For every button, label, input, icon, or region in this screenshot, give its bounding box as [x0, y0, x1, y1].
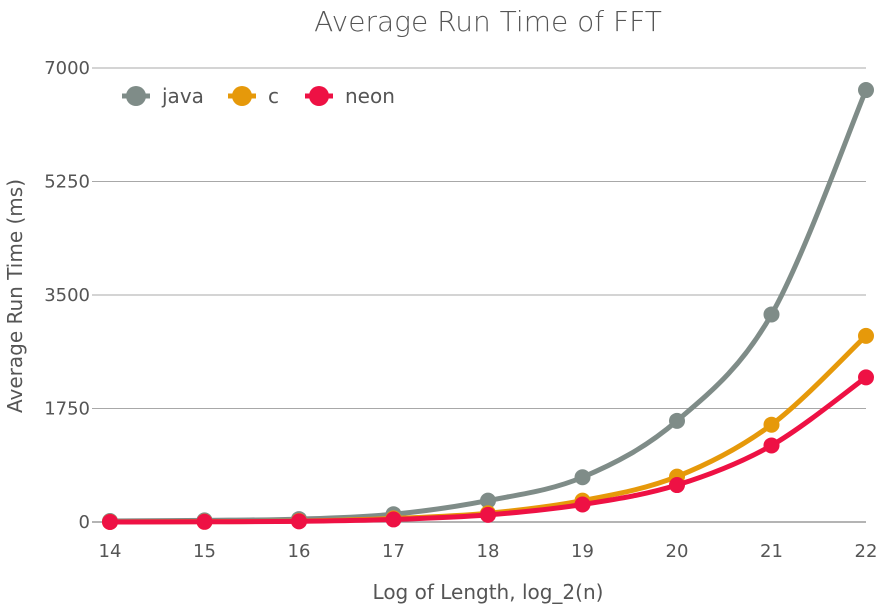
y-axis-title: Average Run Time (ms) [3, 179, 27, 413]
data-point-c [858, 327, 874, 344]
gridlines [92, 67, 866, 523]
legend-item-c: c [228, 84, 279, 108]
y-tick-label: 1750 [44, 399, 90, 420]
chart-title: Average Run Time of FFT [314, 5, 662, 38]
legend-item-neon: neon [305, 84, 395, 108]
data-point-neon [385, 511, 402, 528]
x-tick-label: 15 [193, 541, 216, 562]
data-point-java [669, 412, 685, 429]
legend-label: neon [345, 84, 395, 108]
data-point-neon [480, 506, 496, 523]
x-tick-label: 17 [382, 541, 405, 562]
data-point-java [858, 82, 874, 99]
x-tick-label: 19 [571, 541, 594, 562]
series-neon [102, 369, 874, 530]
data-point-neon [196, 513, 213, 530]
legend-item-java: java [122, 84, 204, 108]
data-point-java [480, 492, 496, 509]
x-tick-label: 21 [760, 541, 783, 562]
data-point-neon [291, 513, 307, 530]
y-tick-label: 7000 [44, 58, 90, 79]
legend-marker [309, 86, 329, 106]
series-lines [102, 82, 874, 530]
data-point-java [763, 306, 780, 323]
data-point-neon [102, 514, 118, 530]
x-tick-label: 20 [666, 541, 689, 562]
x-axis-ticks: 14 15 16 17 18 19 20 21 22 [99, 541, 878, 562]
legend-marker [126, 86, 146, 106]
y-tick-label: 5250 [44, 172, 90, 193]
legend-label: c [268, 84, 279, 108]
data-point-c [763, 416, 780, 433]
data-point-neon [763, 437, 780, 454]
data-point-neon [574, 496, 591, 513]
x-tick-label: 14 [99, 541, 122, 562]
legend-label: java [161, 84, 204, 108]
series-java [102, 82, 874, 530]
x-tick-label: 16 [288, 541, 311, 562]
x-tick-label: 22 [855, 541, 878, 562]
x-axis-title: Log of Length, log_2(n) [373, 580, 604, 604]
y-axis-ticks: 0 1750 3500 5250 7000 [44, 58, 90, 533]
legend-marker [232, 86, 252, 106]
y-tick-label: 0 [79, 512, 90, 533]
data-point-java [574, 469, 591, 486]
data-point-neon [669, 477, 685, 494]
x-tick-label: 18 [477, 541, 500, 562]
legend: java c neon [122, 84, 395, 108]
data-point-neon [858, 369, 874, 386]
y-tick-label: 3500 [44, 285, 90, 306]
